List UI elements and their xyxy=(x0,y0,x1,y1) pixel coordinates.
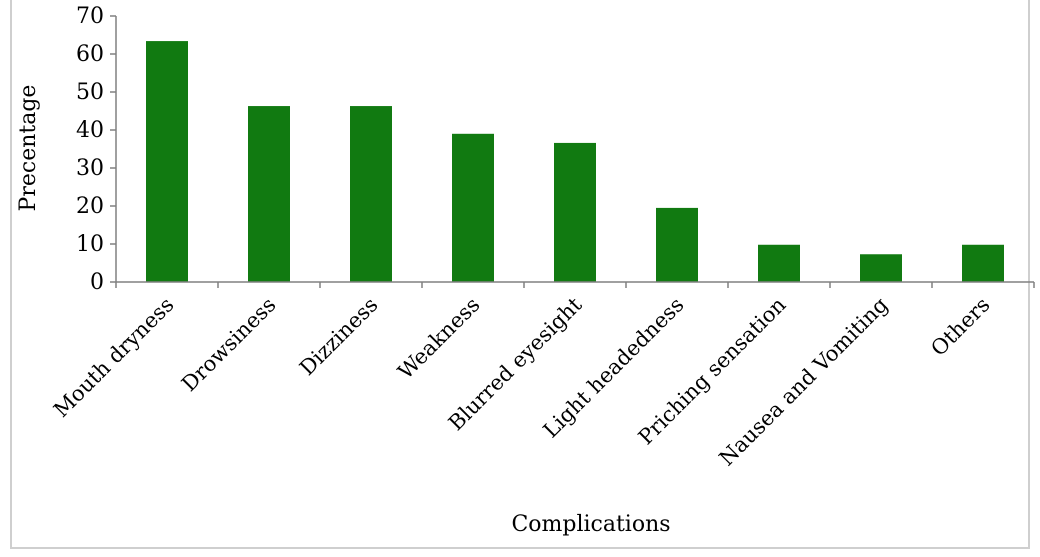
y-axis-ticks: 0 10 20 30 40 50 60 70 xyxy=(76,4,116,295)
x-tick-label: Weakness xyxy=(393,293,484,384)
x-tick-label: Dizziness xyxy=(295,293,383,381)
y-tick-label: 30 xyxy=(76,156,104,181)
y-tick-label: 50 xyxy=(76,80,104,105)
y-tick-label: 70 xyxy=(76,4,104,29)
bars xyxy=(146,41,1004,282)
bar-light-headedness xyxy=(656,207,698,282)
bar-mouth-dryness xyxy=(146,41,188,282)
y-tick-label: 0 xyxy=(90,270,104,295)
x-tick-label: Others xyxy=(926,293,994,361)
x-tick-label: Mouth dryness xyxy=(49,293,179,423)
bar-others xyxy=(962,244,1004,282)
bar-priching-sensation xyxy=(758,244,800,282)
x-tick-label: Nausea and Vomiting xyxy=(715,293,893,471)
bar-nausea-and-vomiting xyxy=(860,254,902,282)
x-tick-label: Drowsiness xyxy=(177,293,281,397)
x-axis-title: Complications xyxy=(511,512,670,537)
bar-blurred-eyesight xyxy=(554,142,596,282)
chart-frame xyxy=(10,0,1030,549)
y-tick-label: 10 xyxy=(76,232,104,257)
y-axis-title: Precentage xyxy=(16,85,41,212)
y-tick-label: 40 xyxy=(76,118,104,143)
bar-weakness xyxy=(452,133,494,282)
y-tick-label: 20 xyxy=(76,194,104,219)
bar-dizziness xyxy=(350,106,392,282)
y-tick-label: 60 xyxy=(76,42,104,67)
bar-drowsiness xyxy=(248,106,290,282)
